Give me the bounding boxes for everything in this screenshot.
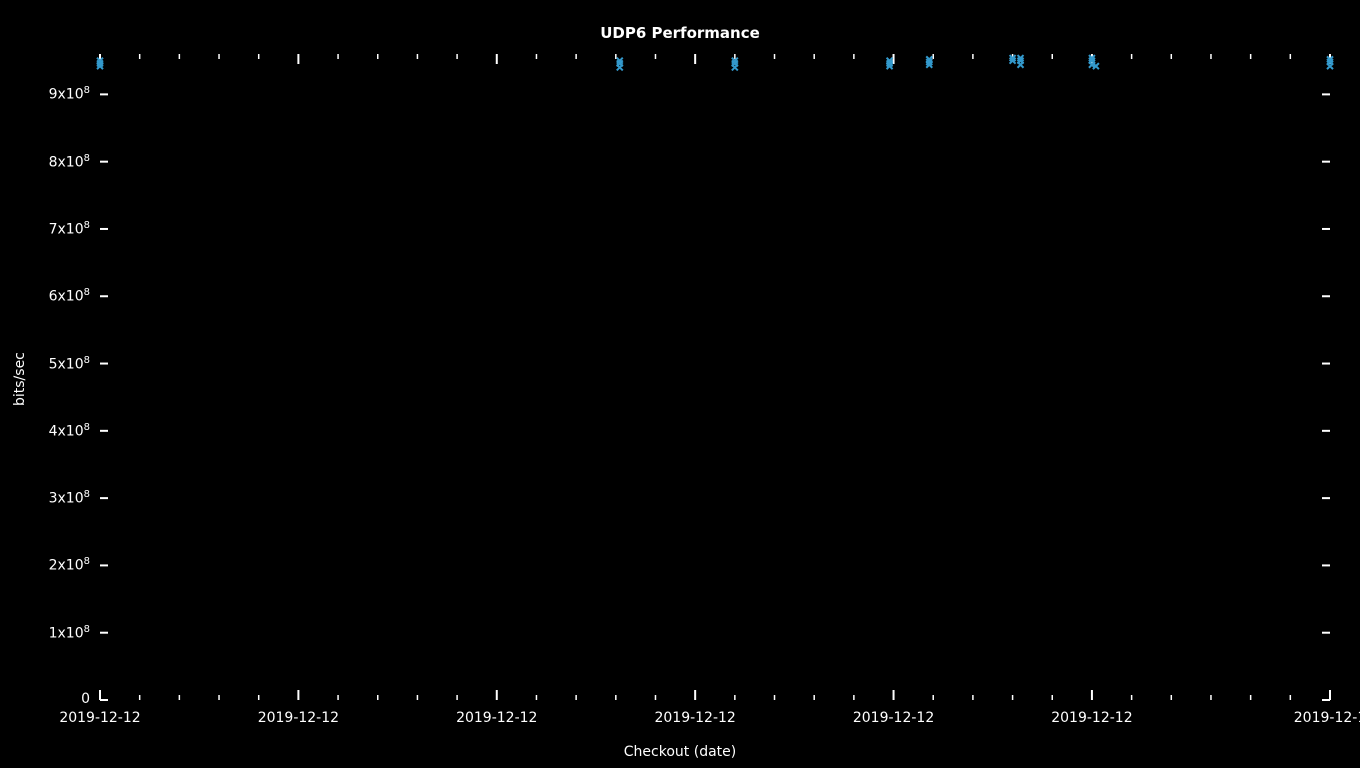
x-tick-label: 2019-12-12 — [654, 710, 735, 726]
data-point — [617, 64, 623, 70]
x-tick-label: 2019-12-1 — [1294, 710, 1360, 726]
x-tick-label: 2019-12-12 — [1051, 710, 1132, 726]
y-tick-label: 8x108 — [30, 153, 90, 171]
y-tick-label: 2x108 — [30, 556, 90, 574]
y-tick-label: 4x108 — [30, 422, 90, 440]
y-tick-label: 1x108 — [30, 624, 90, 642]
y-tick-label: 9x108 — [30, 85, 90, 103]
x-tick-label: 2019-12-12 — [853, 710, 934, 726]
x-tick-label: 2019-12-12 — [456, 710, 537, 726]
data-point — [1327, 63, 1333, 69]
chart-svg — [0, 0, 1360, 768]
y-tick-label: 6x108 — [30, 287, 90, 305]
y-tick-label: 5x108 — [30, 355, 90, 373]
x-tick-label: 2019-12-12 — [59, 710, 140, 726]
data-point — [732, 64, 738, 70]
chart-container: UDP6 Performance bits/sec Checkout (date… — [0, 0, 1360, 768]
data-point — [1018, 62, 1024, 68]
y-tick-label: 7x108 — [30, 220, 90, 238]
y-tick-label: 3x108 — [30, 489, 90, 507]
x-tick-label: 2019-12-12 — [258, 710, 339, 726]
y-tick-label: 0 — [30, 691, 90, 707]
